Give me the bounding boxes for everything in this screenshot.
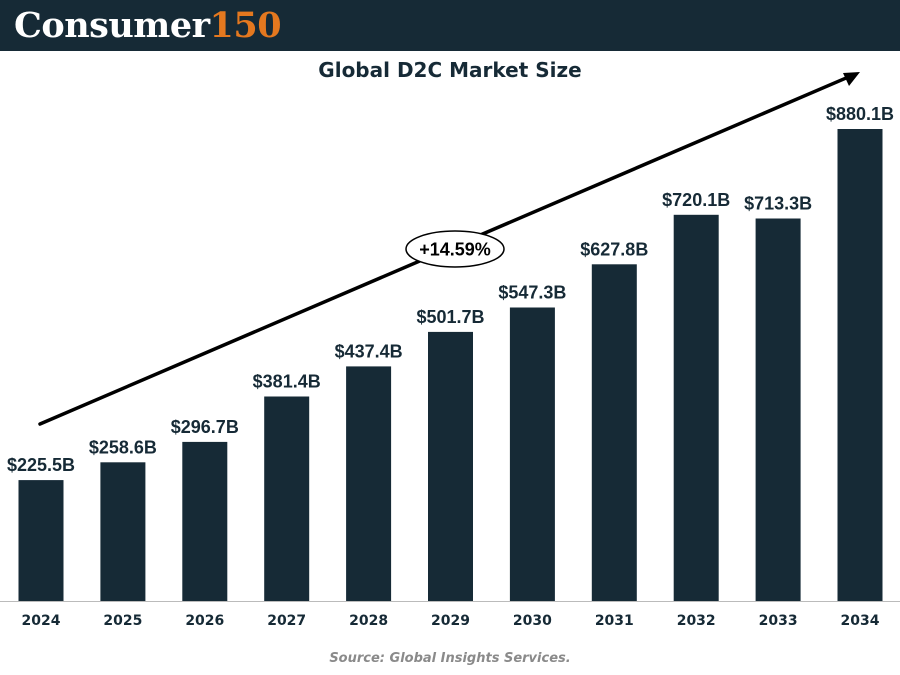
value-label-2030: $547.3B: [498, 283, 566, 303]
bar-2028: [346, 366, 392, 601]
value-label-2034: $880.1B: [826, 104, 894, 124]
brand-logo: Consumer150: [14, 4, 282, 48]
x-tick-label-2030: 2030: [513, 613, 552, 629]
x-tick-label-2029: 2029: [431, 613, 470, 629]
brand-logo-number: 150: [209, 5, 282, 46]
bar-2027: [264, 396, 310, 601]
value-label-2029: $501.7B: [416, 307, 484, 327]
x-tick-label-2033: 2033: [759, 613, 798, 629]
x-tick-label-2032: 2032: [677, 613, 716, 629]
source-note: Source: Global Insights Services.: [329, 651, 571, 666]
bar-2032: [673, 214, 719, 602]
x-tick-label-2026: 2026: [185, 613, 224, 629]
growth-annotation-text: +14.59%: [419, 240, 491, 260]
bar-2033: [755, 218, 801, 601]
chart-title: Global D2C Market Size: [318, 58, 582, 82]
bar-2026: [182, 441, 228, 601]
growth-annotation-ellipse: [405, 230, 505, 268]
brand-logo-word: Consumer: [14, 5, 210, 46]
x-tick-label-2024: 2024: [22, 613, 61, 629]
value-label-2031: $627.8B: [580, 239, 648, 259]
x-tick-label-2025: 2025: [103, 613, 142, 629]
bar-2031: [591, 264, 637, 601]
value-label-2033: $713.3B: [744, 194, 812, 214]
x-tick-label-2034: 2034: [841, 613, 880, 629]
bar-2025: [100, 462, 146, 601]
bar-2024: [18, 480, 64, 601]
trend-arrow-head: [843, 72, 860, 86]
header-bar: Consumer150: [0, 0, 900, 51]
bar-2029: [428, 331, 473, 601]
bars-layer: [0, 129, 900, 602]
trend-layer: +14.59%: [38, 72, 860, 426]
value-label-2027: $381.4B: [253, 372, 321, 392]
x-tick-label-2028: 2028: [349, 613, 388, 629]
bar-2030: [509, 307, 555, 601]
x-tick-label-2031: 2031: [595, 613, 634, 629]
x-tick-label-2027: 2027: [267, 613, 306, 629]
value-label-2025: $258.6B: [89, 437, 157, 457]
value-label-2028: $437.4B: [335, 341, 403, 361]
labels-layer: $225.5B 2024 $258.6B 2025 $296.7B 2026 $381.4B…: [7, 104, 894, 629]
value-label-2032: $720.1B: [662, 190, 730, 210]
value-label-2024: $225.5B: [7, 455, 75, 475]
bar-2034: [837, 129, 883, 601]
value-label-2026: $296.7B: [171, 417, 239, 437]
